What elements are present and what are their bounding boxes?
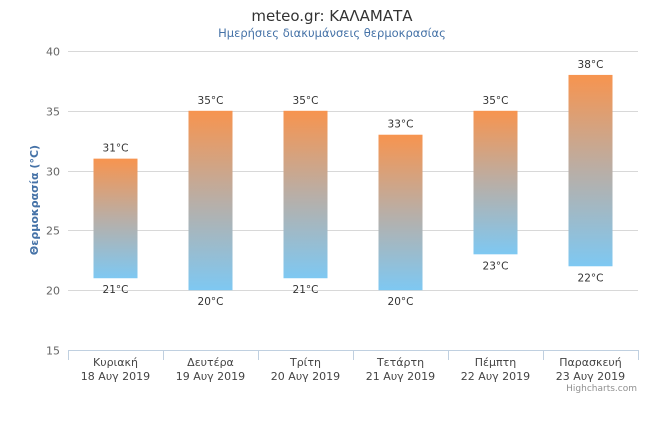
x-tick-label-day: Κυριακή [93, 356, 138, 369]
low-temp-label: 21°C [293, 284, 319, 296]
x-tick-label-date: 22 Αυγ 2019 [461, 370, 530, 383]
high-temp-label: 33°C [388, 119, 414, 131]
temperature-range-bar [188, 110, 233, 291]
high-temp-label: 35°C [483, 95, 509, 107]
low-temp-label: 22°C [578, 272, 604, 284]
x-tick-label-date: 21 Αυγ 2019 [366, 370, 435, 383]
y-tick-label: 20 [46, 285, 60, 298]
low-temp-label: 20°C [388, 296, 414, 308]
low-temp-label: 23°C [483, 260, 509, 272]
y-tick-label: 25 [46, 225, 60, 238]
grid-lines [68, 51, 638, 291]
y-tick-label: 30 [46, 166, 60, 179]
data-labels: 31°C 21°C 35°C 20°C 35°C 21°C 33°C 20°C 35°C 23°C… [103, 59, 604, 308]
temperature-range-bar [568, 74, 613, 267]
x-tick-label-day: Τρίτη [289, 356, 321, 369]
x-tick-label-day: Παρασκευή [559, 356, 622, 369]
high-temp-label: 35°C [198, 95, 224, 107]
credits-link[interactable]: Highcharts.com [566, 384, 637, 394]
low-temp-label: 20°C [198, 296, 224, 308]
y-axis: 15 20 25 30 35 40 [46, 46, 60, 358]
y-tick-label: 40 [46, 46, 60, 59]
x-tick-label-date: 19 Αυγ 2019 [176, 370, 245, 383]
x-tick-label-day: Τετάρτη [376, 356, 424, 369]
chart-subtitle: Ημερήσιες διακυμάνσεις θερμοκρασίας [218, 26, 446, 40]
temperature-range-bar [93, 158, 138, 279]
bars [93, 74, 613, 291]
x-tick-label-date: 20 Αυγ 2019 [271, 370, 340, 383]
temperature-range-bar [283, 110, 328, 279]
y-tick-label: 15 [46, 345, 60, 358]
low-temp-label: 21°C [103, 284, 129, 296]
temperature-range-bar [473, 110, 518, 255]
x-tick-label-day: Πέμπτη [475, 356, 516, 369]
high-temp-label: 35°C [293, 95, 319, 107]
high-temp-label: 38°C [578, 59, 604, 71]
x-tick-label-day: Δευτέρα [187, 356, 234, 369]
temperature-range-bar [378, 134, 423, 291]
y-tick-label: 35 [46, 106, 60, 119]
chart-title: meteo.gr: ΚΑΛΑΜΑΤΑ [251, 7, 413, 25]
high-temp-label: 31°C [103, 143, 129, 155]
y-axis-title: Θερμοκρασία (°C) [28, 145, 41, 255]
x-tick-label-date: 18 Αυγ 2019 [81, 370, 150, 383]
x-tick-label-date: 23 Αυγ 2019 [556, 370, 625, 383]
